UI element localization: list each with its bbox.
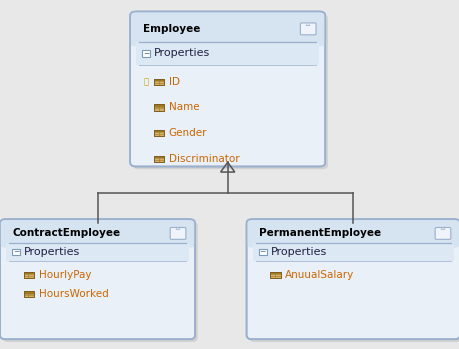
Bar bbox=[142, 50, 150, 57]
Text: Properties: Properties bbox=[154, 49, 210, 58]
Bar bbox=[154, 130, 164, 133]
FancyBboxPatch shape bbox=[434, 228, 450, 239]
Text: Discriminator: Discriminator bbox=[168, 154, 239, 164]
FancyBboxPatch shape bbox=[130, 12, 325, 166]
Bar bbox=[154, 130, 164, 136]
Bar bbox=[154, 156, 164, 158]
Bar bbox=[252, 233, 453, 244]
Text: ˄˄: ˄˄ bbox=[174, 229, 181, 235]
Text: ˄˄: ˄˄ bbox=[304, 25, 311, 31]
Text: ˄˄: ˄˄ bbox=[438, 229, 446, 235]
Bar bbox=[12, 249, 20, 255]
Bar bbox=[154, 104, 164, 111]
Bar bbox=[252, 244, 453, 261]
FancyBboxPatch shape bbox=[0, 219, 195, 339]
Text: AnuualSalary: AnuualSalary bbox=[285, 270, 354, 280]
Bar bbox=[24, 272, 34, 278]
Text: Properties: Properties bbox=[270, 247, 326, 257]
Text: Gender: Gender bbox=[168, 128, 207, 138]
Text: 🔑: 🔑 bbox=[143, 77, 148, 86]
Text: −: − bbox=[259, 248, 265, 257]
FancyBboxPatch shape bbox=[0, 219, 195, 248]
Text: −: − bbox=[143, 49, 149, 58]
Bar bbox=[154, 79, 164, 85]
Bar bbox=[270, 272, 280, 274]
Bar bbox=[6, 233, 189, 244]
Text: HoursWorked: HoursWorked bbox=[39, 289, 108, 299]
Bar bbox=[154, 104, 164, 111]
FancyBboxPatch shape bbox=[249, 222, 459, 342]
Bar bbox=[154, 156, 164, 162]
Bar bbox=[154, 79, 164, 81]
Bar bbox=[258, 249, 266, 255]
FancyBboxPatch shape bbox=[133, 14, 327, 169]
FancyBboxPatch shape bbox=[3, 222, 197, 342]
Bar bbox=[24, 272, 34, 274]
Text: HourlyPay: HourlyPay bbox=[39, 270, 91, 280]
FancyBboxPatch shape bbox=[170, 228, 185, 239]
Bar bbox=[24, 272, 34, 278]
FancyBboxPatch shape bbox=[246, 219, 459, 248]
Bar bbox=[154, 79, 164, 85]
Text: ContractEmployee: ContractEmployee bbox=[13, 228, 121, 238]
Bar bbox=[270, 272, 280, 278]
Bar bbox=[24, 291, 34, 294]
FancyBboxPatch shape bbox=[130, 12, 325, 46]
Text: PermanentEmployee: PermanentEmployee bbox=[259, 228, 381, 238]
Bar bbox=[154, 130, 164, 136]
Text: ID: ID bbox=[168, 77, 179, 87]
Bar bbox=[135, 29, 319, 42]
Bar bbox=[24, 291, 34, 297]
Bar bbox=[154, 104, 164, 107]
Text: −: − bbox=[13, 248, 19, 257]
Bar bbox=[270, 272, 280, 278]
FancyBboxPatch shape bbox=[246, 219, 459, 339]
Text: Employee: Employee bbox=[143, 24, 200, 34]
Bar bbox=[136, 42, 319, 65]
Text: Name: Name bbox=[168, 103, 199, 112]
Bar bbox=[6, 244, 189, 261]
Bar bbox=[154, 156, 164, 162]
Text: Properties: Properties bbox=[24, 247, 80, 257]
Bar bbox=[24, 291, 34, 297]
FancyBboxPatch shape bbox=[300, 23, 315, 35]
